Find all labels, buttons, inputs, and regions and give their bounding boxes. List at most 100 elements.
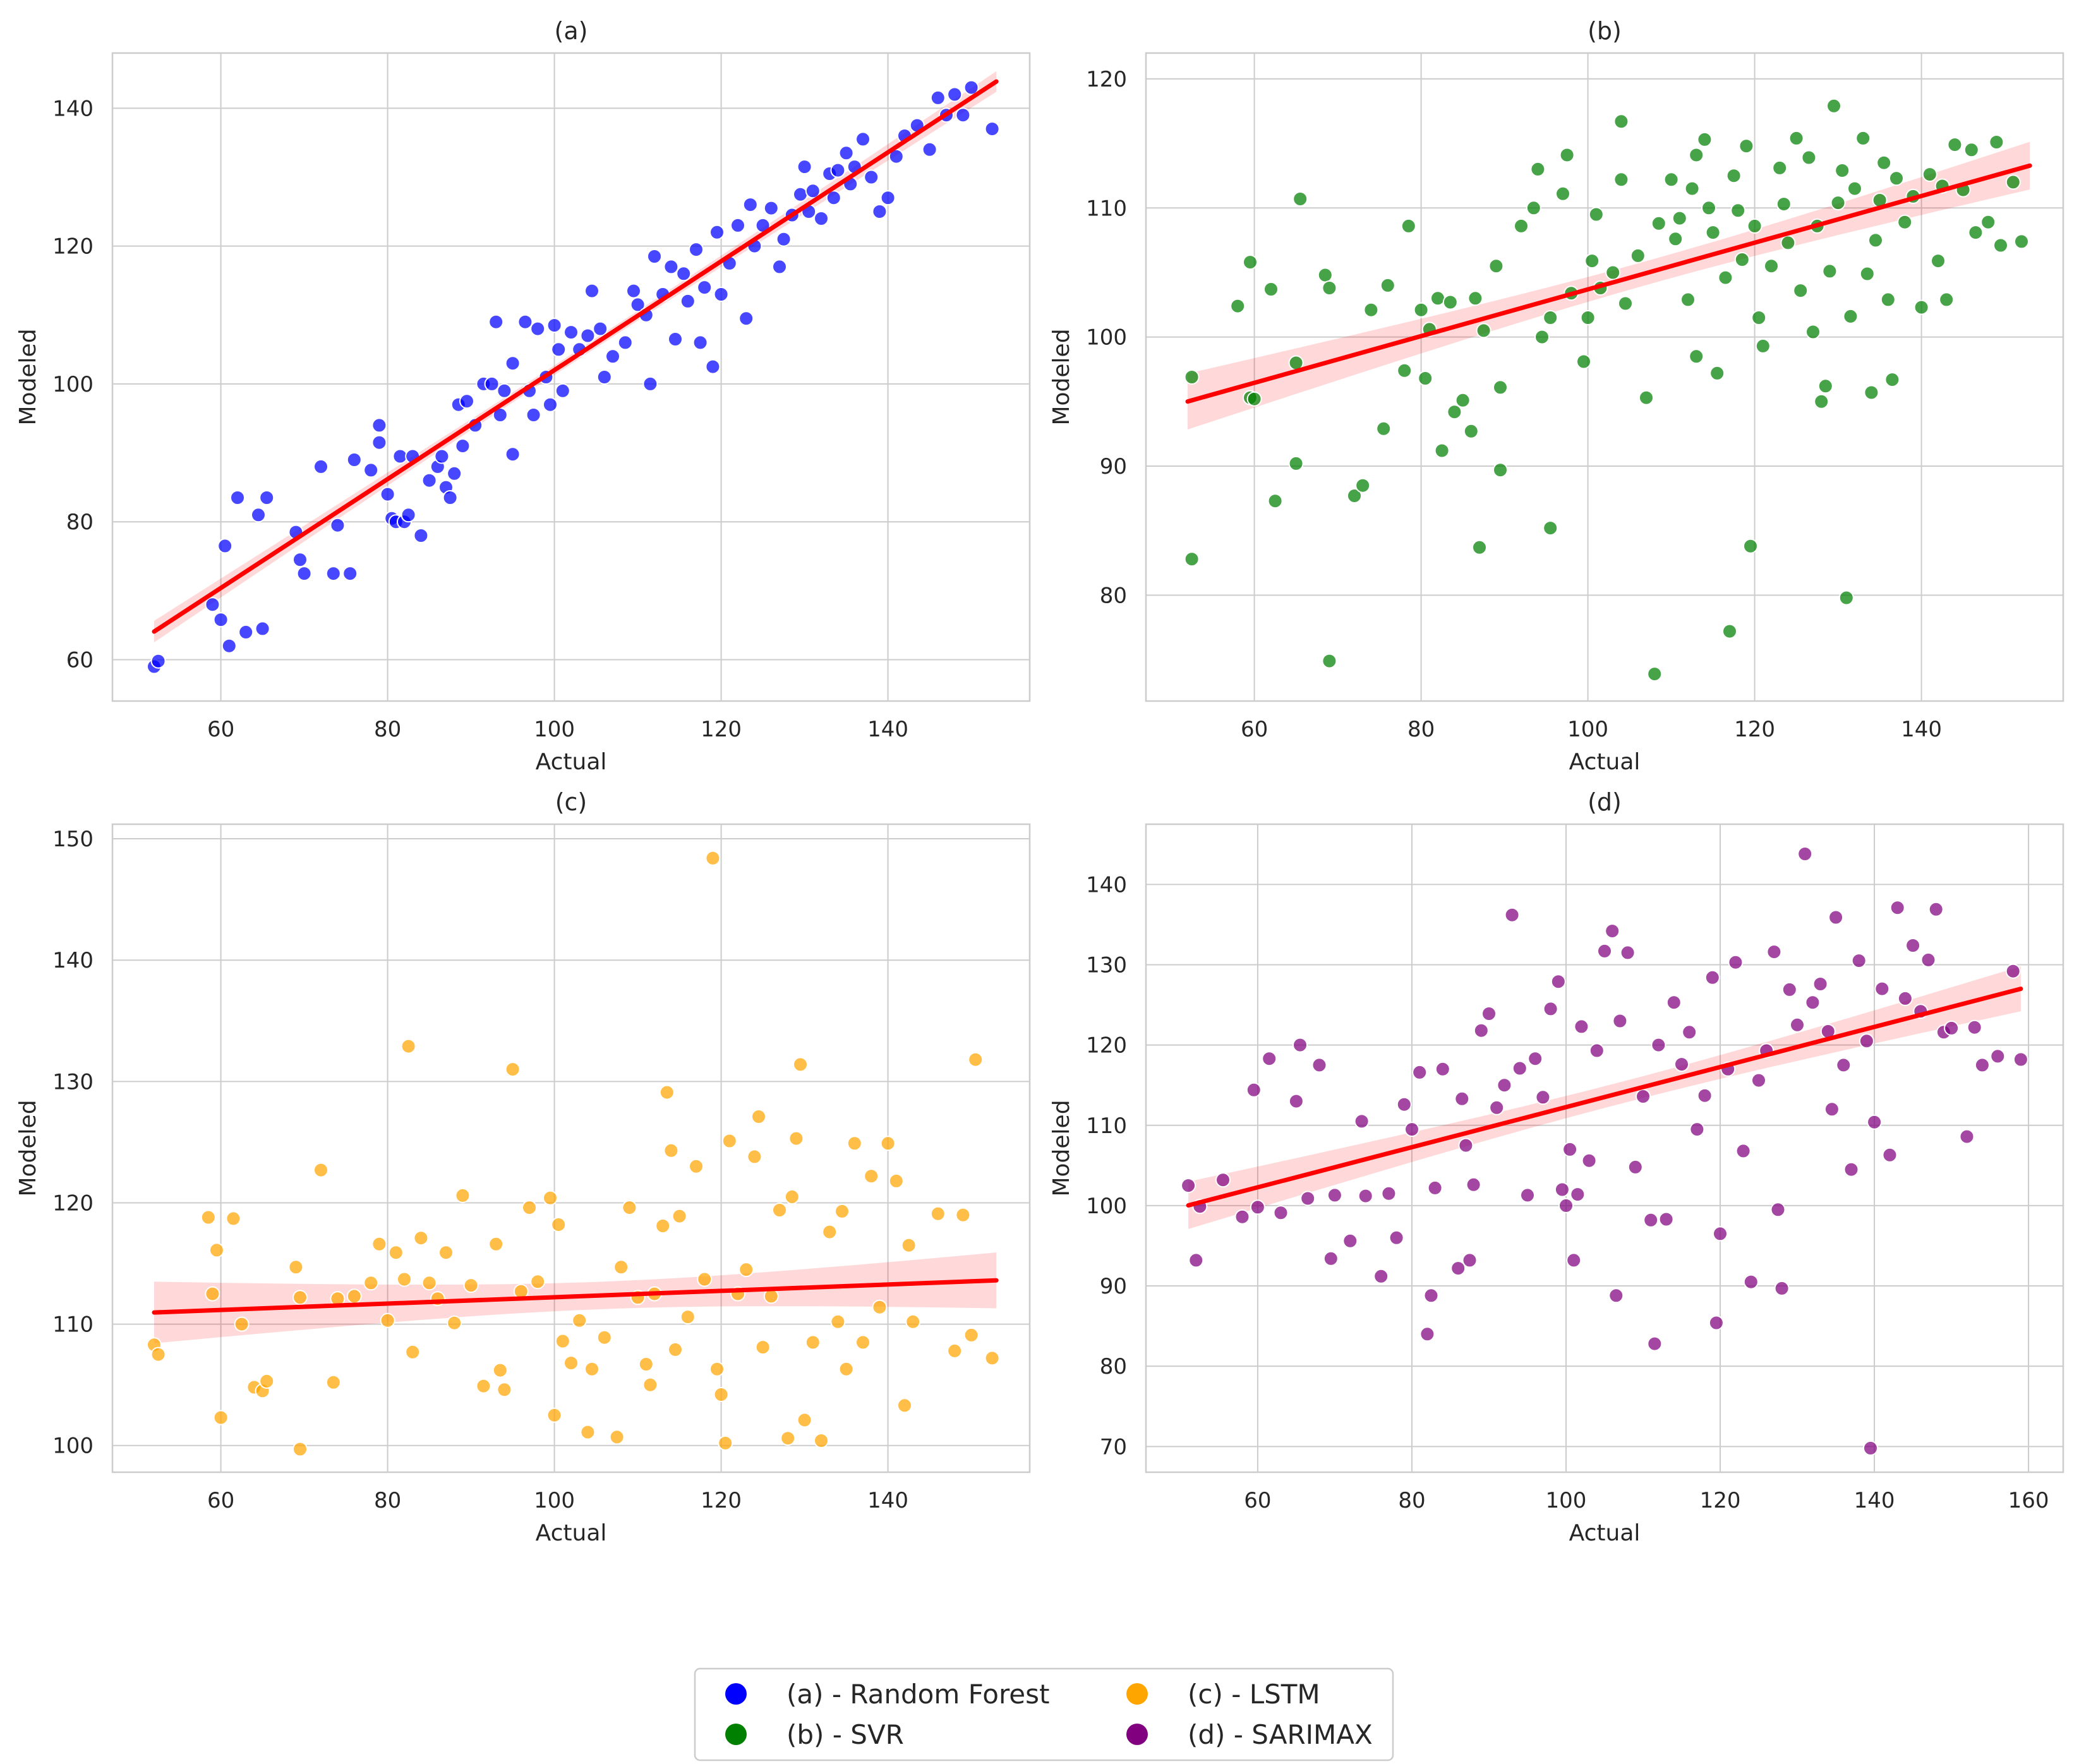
data-point xyxy=(517,314,533,330)
data-point xyxy=(947,87,963,102)
data-point xyxy=(371,1236,387,1252)
data-point xyxy=(888,1173,904,1189)
data-point xyxy=(530,1274,546,1290)
data-point xyxy=(1481,1006,1497,1021)
x-tick-label: 120 xyxy=(701,717,742,742)
y-tick-label: 80 xyxy=(1100,583,1127,608)
data-point xyxy=(1613,114,1629,129)
data-point xyxy=(1847,181,1862,196)
data-point xyxy=(1697,1088,1713,1103)
data-point xyxy=(838,145,854,161)
data-point xyxy=(325,1374,341,1390)
data-point xyxy=(730,217,745,233)
data-point xyxy=(380,1312,395,1328)
data-point xyxy=(342,566,358,582)
data-point xyxy=(1730,203,1746,219)
data-point xyxy=(1342,1233,1358,1249)
data-point xyxy=(405,1344,421,1360)
data-point xyxy=(1608,1288,1624,1304)
plot-area xyxy=(1145,823,2064,1473)
data-point xyxy=(1828,909,1844,925)
data-point xyxy=(1293,191,1308,207)
data-point xyxy=(680,1309,696,1325)
data-point xyxy=(751,1109,766,1124)
data-point xyxy=(438,1245,454,1261)
data-point xyxy=(1535,1089,1551,1105)
data-point xyxy=(805,183,821,199)
regression-line xyxy=(152,79,999,634)
data-point xyxy=(814,1433,829,1448)
legend-box xyxy=(694,1667,1394,1761)
data-point xyxy=(530,321,546,337)
y-tick-label: 140 xyxy=(52,96,93,121)
data-point xyxy=(1262,1051,1277,1067)
data-point xyxy=(1250,1199,1265,1215)
data-point xyxy=(822,1224,838,1240)
data-point xyxy=(238,624,254,640)
y-tick-label: 120 xyxy=(52,1191,93,1216)
data-point xyxy=(655,1218,671,1233)
data-point xyxy=(1639,390,1654,405)
data-point xyxy=(413,528,429,543)
data-point xyxy=(584,1361,600,1377)
data-point xyxy=(1939,292,1955,308)
x-tick-label: 140 xyxy=(867,717,908,742)
data-point xyxy=(797,1412,812,1428)
data-point xyxy=(1230,298,1246,314)
data-point xyxy=(1514,218,1529,234)
chart-panel-b: 60 80 100 120 140 80 90 100 110 120 (b) Actual Model… xyxy=(1049,17,2064,775)
data-point xyxy=(1630,248,1646,263)
x-tick-label: 100 xyxy=(534,717,575,742)
x-tick-label: 120 xyxy=(701,1488,742,1513)
data-point xyxy=(1184,551,1200,567)
data-point xyxy=(1880,292,1896,308)
data-point xyxy=(488,1236,504,1252)
x-tick-label: 140 xyxy=(1901,717,1942,742)
data-point xyxy=(1680,292,1696,308)
x-axis-label: Actual xyxy=(536,749,607,775)
data-point xyxy=(697,1271,713,1287)
data-point xyxy=(1263,282,1279,297)
data-point xyxy=(1300,1191,1316,1206)
legend-label: (d) - SARIMAX xyxy=(1188,1719,1373,1750)
data-point xyxy=(1920,952,1936,968)
data-point xyxy=(1793,283,1809,299)
data-point xyxy=(642,376,658,392)
data-point xyxy=(1747,218,1763,234)
data-point xyxy=(864,1168,879,1184)
data-point xyxy=(1928,901,1944,917)
legend-marker xyxy=(725,1724,747,1745)
data-point xyxy=(1647,1336,1663,1352)
data-point xyxy=(1288,1093,1304,1109)
data-point xyxy=(580,328,596,344)
data-point xyxy=(397,1271,412,1287)
data-point xyxy=(1355,477,1371,493)
data-point xyxy=(488,314,504,330)
x-axis-label: Actual xyxy=(536,1520,607,1546)
data-point xyxy=(763,200,779,216)
data-point xyxy=(1363,302,1379,318)
data-point xyxy=(668,332,683,347)
data-point xyxy=(1293,1037,1308,1053)
data-point xyxy=(1347,488,1362,503)
data-point xyxy=(680,293,696,309)
data-point xyxy=(234,1316,250,1332)
data-point xyxy=(955,107,971,123)
data-point xyxy=(593,321,608,337)
data-point xyxy=(1990,1048,2006,1064)
data-point xyxy=(1864,385,1879,400)
legend-marker xyxy=(1126,1683,1148,1705)
data-point xyxy=(663,1143,679,1158)
data-point xyxy=(1859,1033,1874,1049)
x-tick-label: 120 xyxy=(1734,717,1775,742)
data-point xyxy=(442,490,458,505)
data-point xyxy=(1381,1185,1397,1201)
data-point xyxy=(1322,280,1337,296)
data-point xyxy=(1473,1023,1489,1038)
data-point xyxy=(1620,945,1636,961)
data-point xyxy=(1454,1091,1470,1107)
data-point xyxy=(763,1288,779,1304)
y-axis-label: Modeled xyxy=(1049,328,1075,425)
data-point xyxy=(1993,237,2008,253)
data-point xyxy=(1472,539,1487,555)
